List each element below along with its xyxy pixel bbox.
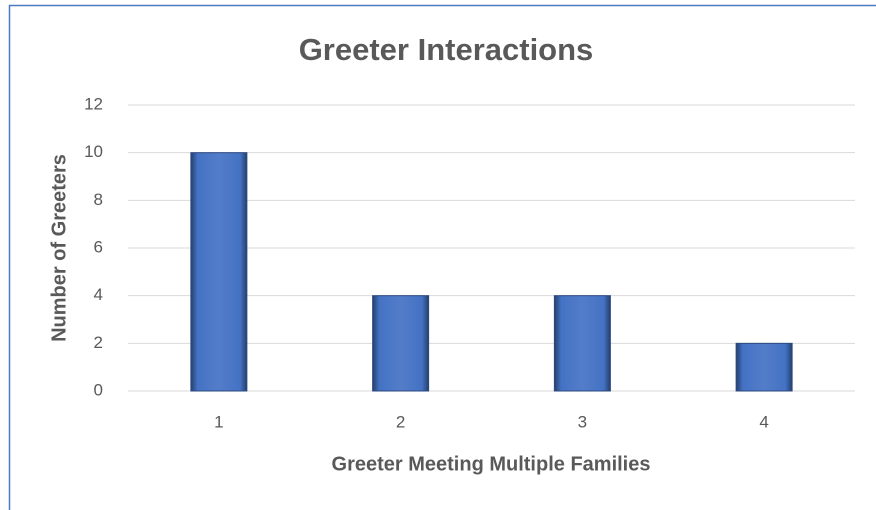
- y-tick-label: 6: [94, 237, 103, 256]
- x-tick-label: 4: [759, 412, 768, 431]
- y-tick-label: 12: [84, 94, 103, 113]
- x-tick-label: 1: [214, 412, 223, 431]
- y-tick-label: 8: [94, 190, 103, 209]
- bar: [372, 295, 430, 392]
- y-tick-label: 2: [94, 333, 103, 352]
- x-tick-label: 3: [578, 412, 587, 431]
- bar: [735, 342, 793, 392]
- x-tick-label: 2: [396, 412, 405, 431]
- x-axis-label: Greeter Meeting Multiple Families: [332, 453, 651, 475]
- y-axis-label: Number of Greeters: [48, 154, 70, 342]
- y-tick-label: 10: [84, 142, 103, 161]
- bar: [553, 295, 611, 392]
- bar: [190, 152, 248, 392]
- chart-title: Greeter Interactions: [299, 32, 594, 67]
- y-tick-label: 4: [94, 285, 103, 304]
- y-tick-label: 0: [94, 380, 103, 399]
